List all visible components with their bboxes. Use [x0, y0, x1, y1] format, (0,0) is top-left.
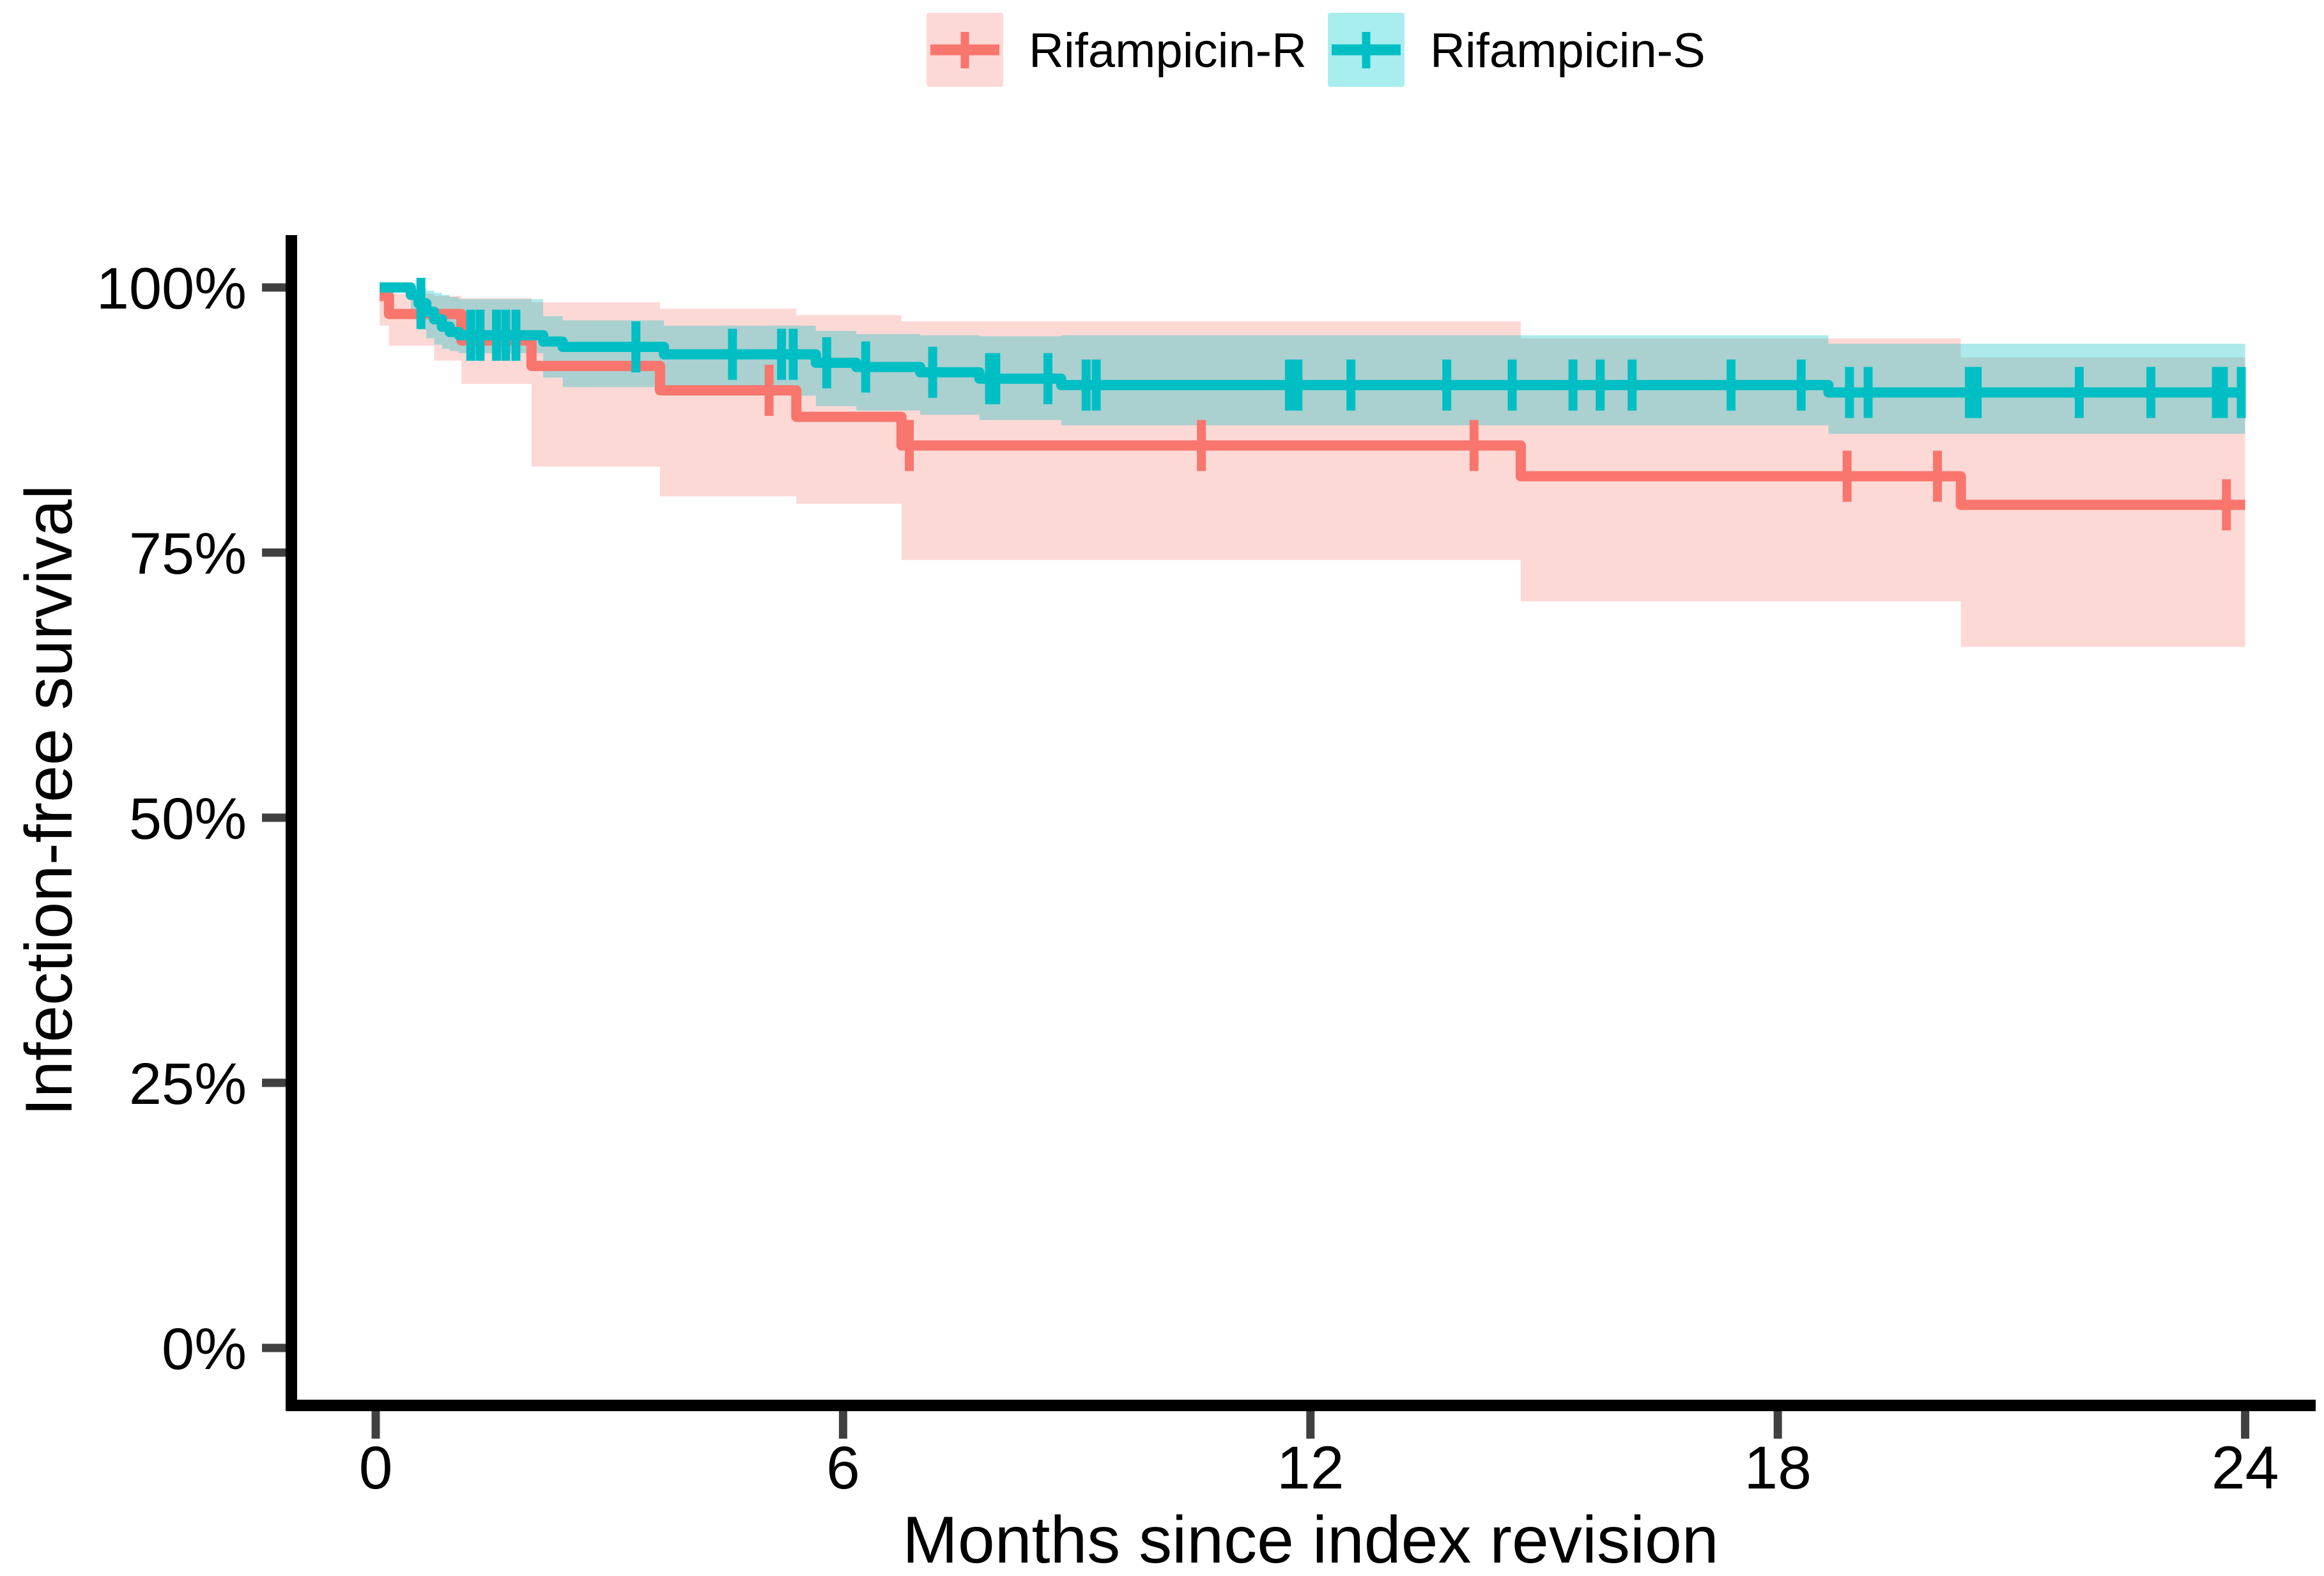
- y-tick-label: 25%: [129, 1052, 247, 1117]
- legend-item-rifampicin-s: Rifampicin-S: [1328, 13, 1705, 87]
- survival-curves: [380, 277, 2246, 531]
- confidence-band-rifampicin-s: [380, 287, 2245, 434]
- axes: [262, 235, 2316, 1439]
- legend-label-rifampicin-s: Rifampicin-S: [1430, 24, 1705, 78]
- legend: Rifampicin-R Rifampicin-S: [927, 13, 1705, 87]
- y-axis-title: Infection-free survival: [12, 485, 86, 1116]
- x-tick-label: 6: [826, 1434, 860, 1502]
- x-tick-label: 18: [1744, 1434, 1812, 1502]
- survival-curve-rifampicin-s: [380, 282, 2245, 398]
- legend-label-rifampicin-r: Rifampicin-R: [1029, 24, 1307, 78]
- y-tick-label: 75%: [129, 521, 247, 586]
- y-tick-label: 50%: [129, 786, 247, 852]
- x-tick-label: 0: [359, 1434, 393, 1502]
- x-tick-label: 24: [2212, 1434, 2279, 1502]
- legend-item-rifampicin-r: Rifampicin-R: [927, 13, 1307, 87]
- confidence-band-rifampicin-r: [380, 288, 2245, 647]
- survival-curve-rifampicin-r: [380, 291, 2245, 510]
- confidence-bands: [380, 287, 2245, 647]
- x-tick-label: 12: [1277, 1434, 1344, 1502]
- y-tick-label: 0%: [162, 1317, 247, 1382]
- axis-tick-labels: 0% 25% 50% 75% 100% 0 6 12 18 24: [96, 256, 2279, 1502]
- y-tick-label: 100%: [96, 256, 247, 321]
- x-axis-title: Months since index revision: [902, 1503, 1719, 1576]
